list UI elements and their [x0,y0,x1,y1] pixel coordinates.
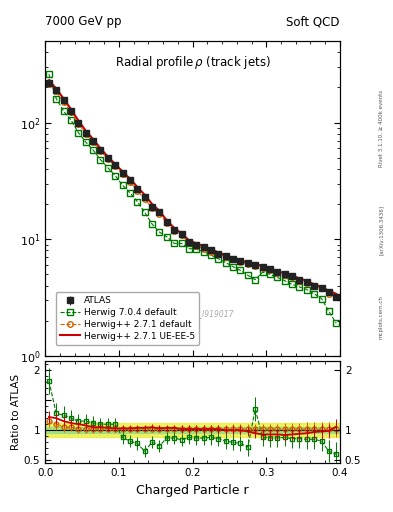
Herwig++ 2.7.1 UE-EE-5 [61,96,66,102]
Text: Radial profile$\,\rho$ (track jets): Radial profile$\,\rho$ (track jets) [115,54,270,71]
Herwig++ 2.7.1 UE-EE-5 [46,77,51,83]
Herwig++ 2.7.1 UE-EE-5 [290,272,294,279]
Herwig++ 2.7.1 UE-EE-5 [305,278,309,284]
Herwig++ 2.7.1 UE-EE-5 [231,255,235,261]
Herwig++ 2.7.1 UE-EE-5 [76,117,81,123]
Text: [arXiv:1306.3436]: [arXiv:1306.3436] [379,205,384,255]
Herwig++ 2.7.1 UE-EE-5 [120,168,125,175]
Text: Rivet 3.1.10, ≥ 400k events: Rivet 3.1.10, ≥ 400k events [379,90,384,166]
Herwig++ 2.7.1 UE-EE-5 [105,154,110,160]
Text: 7000 GeV pp: 7000 GeV pp [45,15,122,28]
Herwig++ 2.7.1 UE-EE-5 [260,263,265,269]
Herwig++ 2.7.1 UE-EE-5 [54,86,59,92]
Herwig++ 2.7.1 UE-EE-5 [157,208,162,214]
Herwig++ 2.7.1 UE-EE-5 [209,246,213,252]
Herwig++ 2.7.1 UE-EE-5 [297,275,302,282]
Text: ATLAS_2011_I919017: ATLAS_2011_I919017 [151,309,234,318]
Herwig++ 2.7.1 UE-EE-5 [179,230,184,237]
Herwig++ 2.7.1 UE-EE-5 [187,237,191,243]
Herwig++ 2.7.1 UE-EE-5 [268,266,272,272]
Herwig++ 2.7.1 UE-EE-5 [327,288,331,294]
Herwig++ 2.7.1 UE-EE-5 [312,281,316,287]
Legend: ATLAS, Herwig 7.0.4 default, Herwig++ 2.7.1 default, Herwig++ 2.7.1 UE-EE-5: ATLAS, Herwig 7.0.4 default, Herwig++ 2.… [55,292,199,345]
Herwig++ 2.7.1 UE-EE-5 [164,217,169,223]
Herwig++ 2.7.1 UE-EE-5 [113,161,118,167]
Herwig++ 2.7.1 UE-EE-5 [194,240,198,246]
Herwig++ 2.7.1 UE-EE-5 [282,270,287,276]
Herwig++ 2.7.1 UE-EE-5 [128,176,132,182]
Herwig++ 2.7.1 UE-EE-5 [201,243,206,249]
Herwig++ 2.7.1 UE-EE-5 [334,291,339,297]
Herwig++ 2.7.1 UE-EE-5 [319,284,324,290]
Herwig++ 2.7.1 UE-EE-5 [253,261,257,267]
Herwig++ 2.7.1 UE-EE-5 [98,145,103,152]
Herwig++ 2.7.1 UE-EE-5 [172,225,176,231]
Line: Herwig++ 2.7.1 UE-EE-5: Herwig++ 2.7.1 UE-EE-5 [49,80,336,294]
Herwig++ 2.7.1 UE-EE-5 [69,106,73,112]
Bar [45,423,340,437]
Text: mcplots.cern.ch: mcplots.cern.ch [379,295,384,339]
Herwig++ 2.7.1 UE-EE-5 [91,136,95,142]
Bar [45,427,340,433]
Y-axis label: Ratio to ATLAS: Ratio to ATLAS [11,374,21,450]
Herwig++ 2.7.1 UE-EE-5 [246,260,250,266]
Herwig++ 2.7.1 UE-EE-5 [275,268,280,274]
Herwig++ 2.7.1 UE-EE-5 [150,201,154,207]
Herwig++ 2.7.1 UE-EE-5 [135,184,140,190]
Text: Soft QCD: Soft QCD [286,15,340,28]
Herwig++ 2.7.1 UE-EE-5 [223,252,228,258]
Herwig++ 2.7.1 UE-EE-5 [216,249,221,255]
Herwig++ 2.7.1 UE-EE-5 [238,257,243,263]
Herwig++ 2.7.1 UE-EE-5 [83,127,88,134]
X-axis label: Charged Particle r: Charged Particle r [136,484,249,497]
Herwig++ 2.7.1 UE-EE-5 [142,191,147,198]
